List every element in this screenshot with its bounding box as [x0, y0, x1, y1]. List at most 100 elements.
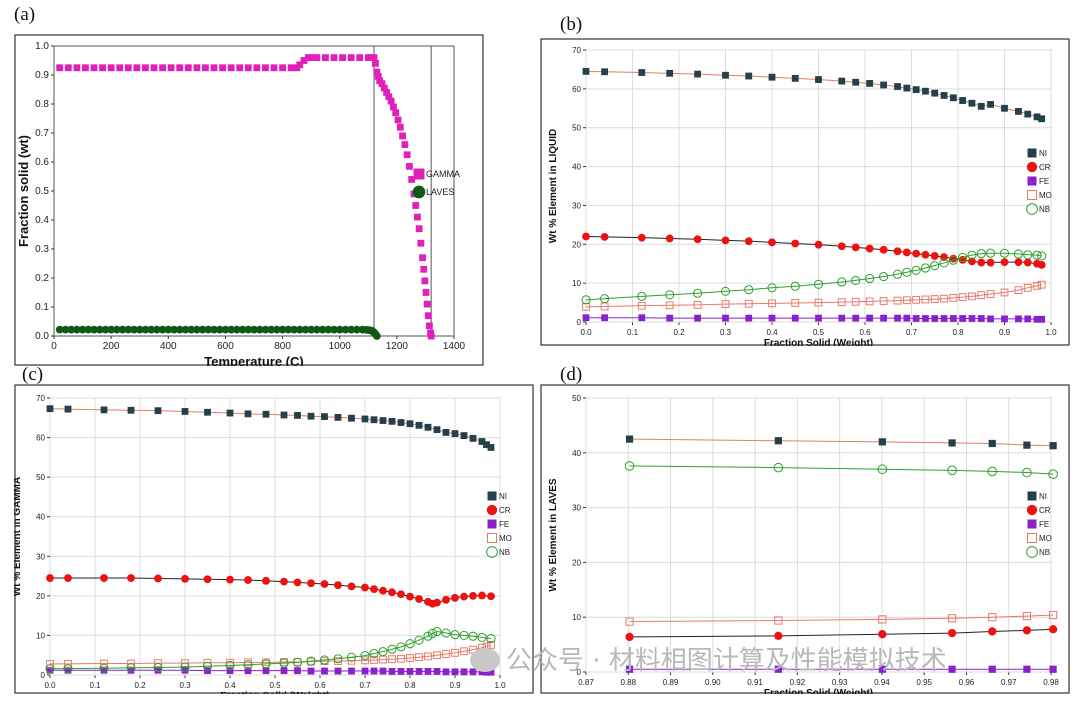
data-point-ni [722, 71, 729, 79]
data-point-ni [987, 101, 994, 108]
y-tick-label: 50 [572, 124, 581, 133]
data-point-cr [986, 258, 995, 267]
y-tick-label: 40 [36, 513, 45, 522]
data-point-gamma [64, 64, 72, 72]
data-point-laves [295, 325, 304, 334]
data-point-ni [406, 420, 414, 428]
data-point-cr [433, 598, 441, 607]
data-point-ni [1023, 441, 1031, 449]
data-point-nb [153, 662, 163, 673]
data-point-nb [999, 248, 1010, 258]
data-point-cr [921, 250, 930, 259]
data-point-fe [321, 667, 328, 675]
data-point-laves [215, 325, 224, 334]
legend-marker-cr [1026, 504, 1038, 516]
data-point-gamma [330, 54, 338, 61]
data-point-mo [930, 295, 939, 303]
data-point-nb [665, 290, 675, 300]
data-point-ni [949, 94, 957, 102]
data-point-gamma [184, 64, 192, 72]
x-tick-label: 0.94 [874, 678, 890, 687]
legend-label-fe: FE [1039, 177, 1049, 186]
data-point-ni [666, 69, 674, 77]
data-point-cr [347, 582, 356, 591]
y-tick-label: 30 [36, 552, 45, 561]
data-point-fe [968, 315, 976, 322]
y-tick-label: 0.6 [35, 157, 49, 168]
data-point-cr [968, 257, 976, 266]
data-point-nb [851, 275, 861, 286]
data-point-gamma [392, 109, 400, 117]
data-point-gamma [167, 64, 175, 72]
data-point-laves [192, 325, 201, 334]
data-point-nb [1013, 249, 1024, 259]
data-point-laves [250, 325, 258, 334]
data-point-nb [939, 258, 949, 268]
data-point-ni [977, 102, 985, 110]
data-point-fe [948, 665, 956, 673]
data-point-cr [397, 590, 405, 599]
data-point-fe [838, 314, 846, 322]
data-point-nb [378, 647, 388, 657]
data-point-ni [894, 83, 901, 90]
x-tick-label: 0.97 [1001, 678, 1017, 687]
data-point-gamma [244, 64, 252, 72]
data-point-nb [767, 283, 777, 293]
legend-marker-mo [487, 533, 497, 543]
data-point-laves [141, 325, 150, 334]
data-point-laves [238, 325, 247, 334]
data-point-mo [721, 300, 730, 309]
x-axis-label: Temperature (C) [204, 354, 303, 366]
data-point-gamma [383, 89, 390, 96]
data-point-fe [1033, 315, 1041, 323]
data-point-laves [118, 325, 127, 334]
data-point-fe [1015, 315, 1022, 323]
data-point-nb [892, 269, 903, 279]
data-point-mo [424, 652, 432, 661]
data-point-nb [459, 630, 469, 641]
data-point-fe [949, 315, 957, 322]
data-point-ni [280, 411, 288, 419]
data-point-mo [406, 654, 414, 662]
data-point-fe [406, 668, 414, 675]
data-point-gamma [373, 68, 381, 76]
data-point-mo [893, 296, 902, 305]
y-tick-label: 1.0 [35, 41, 49, 52]
data-point-mo [665, 301, 674, 310]
data-point-gamma [202, 64, 209, 72]
data-point-ni [226, 409, 234, 417]
data-point-ni [469, 434, 477, 442]
data-point-nb [126, 663, 136, 673]
data-point-ni [878, 438, 886, 446]
data-point-gamma [107, 64, 115, 72]
data-point-nb [877, 464, 888, 475]
data-point-gamma [421, 277, 429, 285]
legend-label-laves: LAVES [426, 187, 454, 197]
x-tick-label: 0.0 [44, 681, 56, 690]
data-point-ni [46, 405, 54, 413]
series-fe [625, 665, 1057, 673]
data-point-mo [837, 298, 846, 307]
y-tick-label: 0.7 [35, 128, 49, 139]
data-point-gamma [415, 225, 423, 233]
data-point-cr [388, 588, 396, 597]
data-point-cr [977, 258, 986, 267]
data-point-laves [158, 325, 167, 334]
data-point-nb [720, 286, 731, 296]
data-point-cr [625, 632, 634, 642]
data-point-cr [415, 595, 423, 603]
data-point-cr [744, 237, 753, 246]
x-tick-label: 0.9 [999, 328, 1011, 337]
data-point-gamma [193, 64, 201, 72]
data-point-gamma [296, 61, 304, 69]
data-point-fe [478, 668, 486, 676]
series-ni [625, 435, 1057, 450]
data-point-laves [221, 325, 230, 334]
x-tick-label: 0.93 [832, 678, 848, 687]
data-point-fe [1001, 315, 1008, 323]
data-point-gamma [99, 64, 106, 72]
data-point-nb [930, 261, 940, 271]
data-point-nb [346, 652, 357, 662]
data-point-ni [262, 410, 270, 418]
data-point-ni [582, 67, 590, 75]
